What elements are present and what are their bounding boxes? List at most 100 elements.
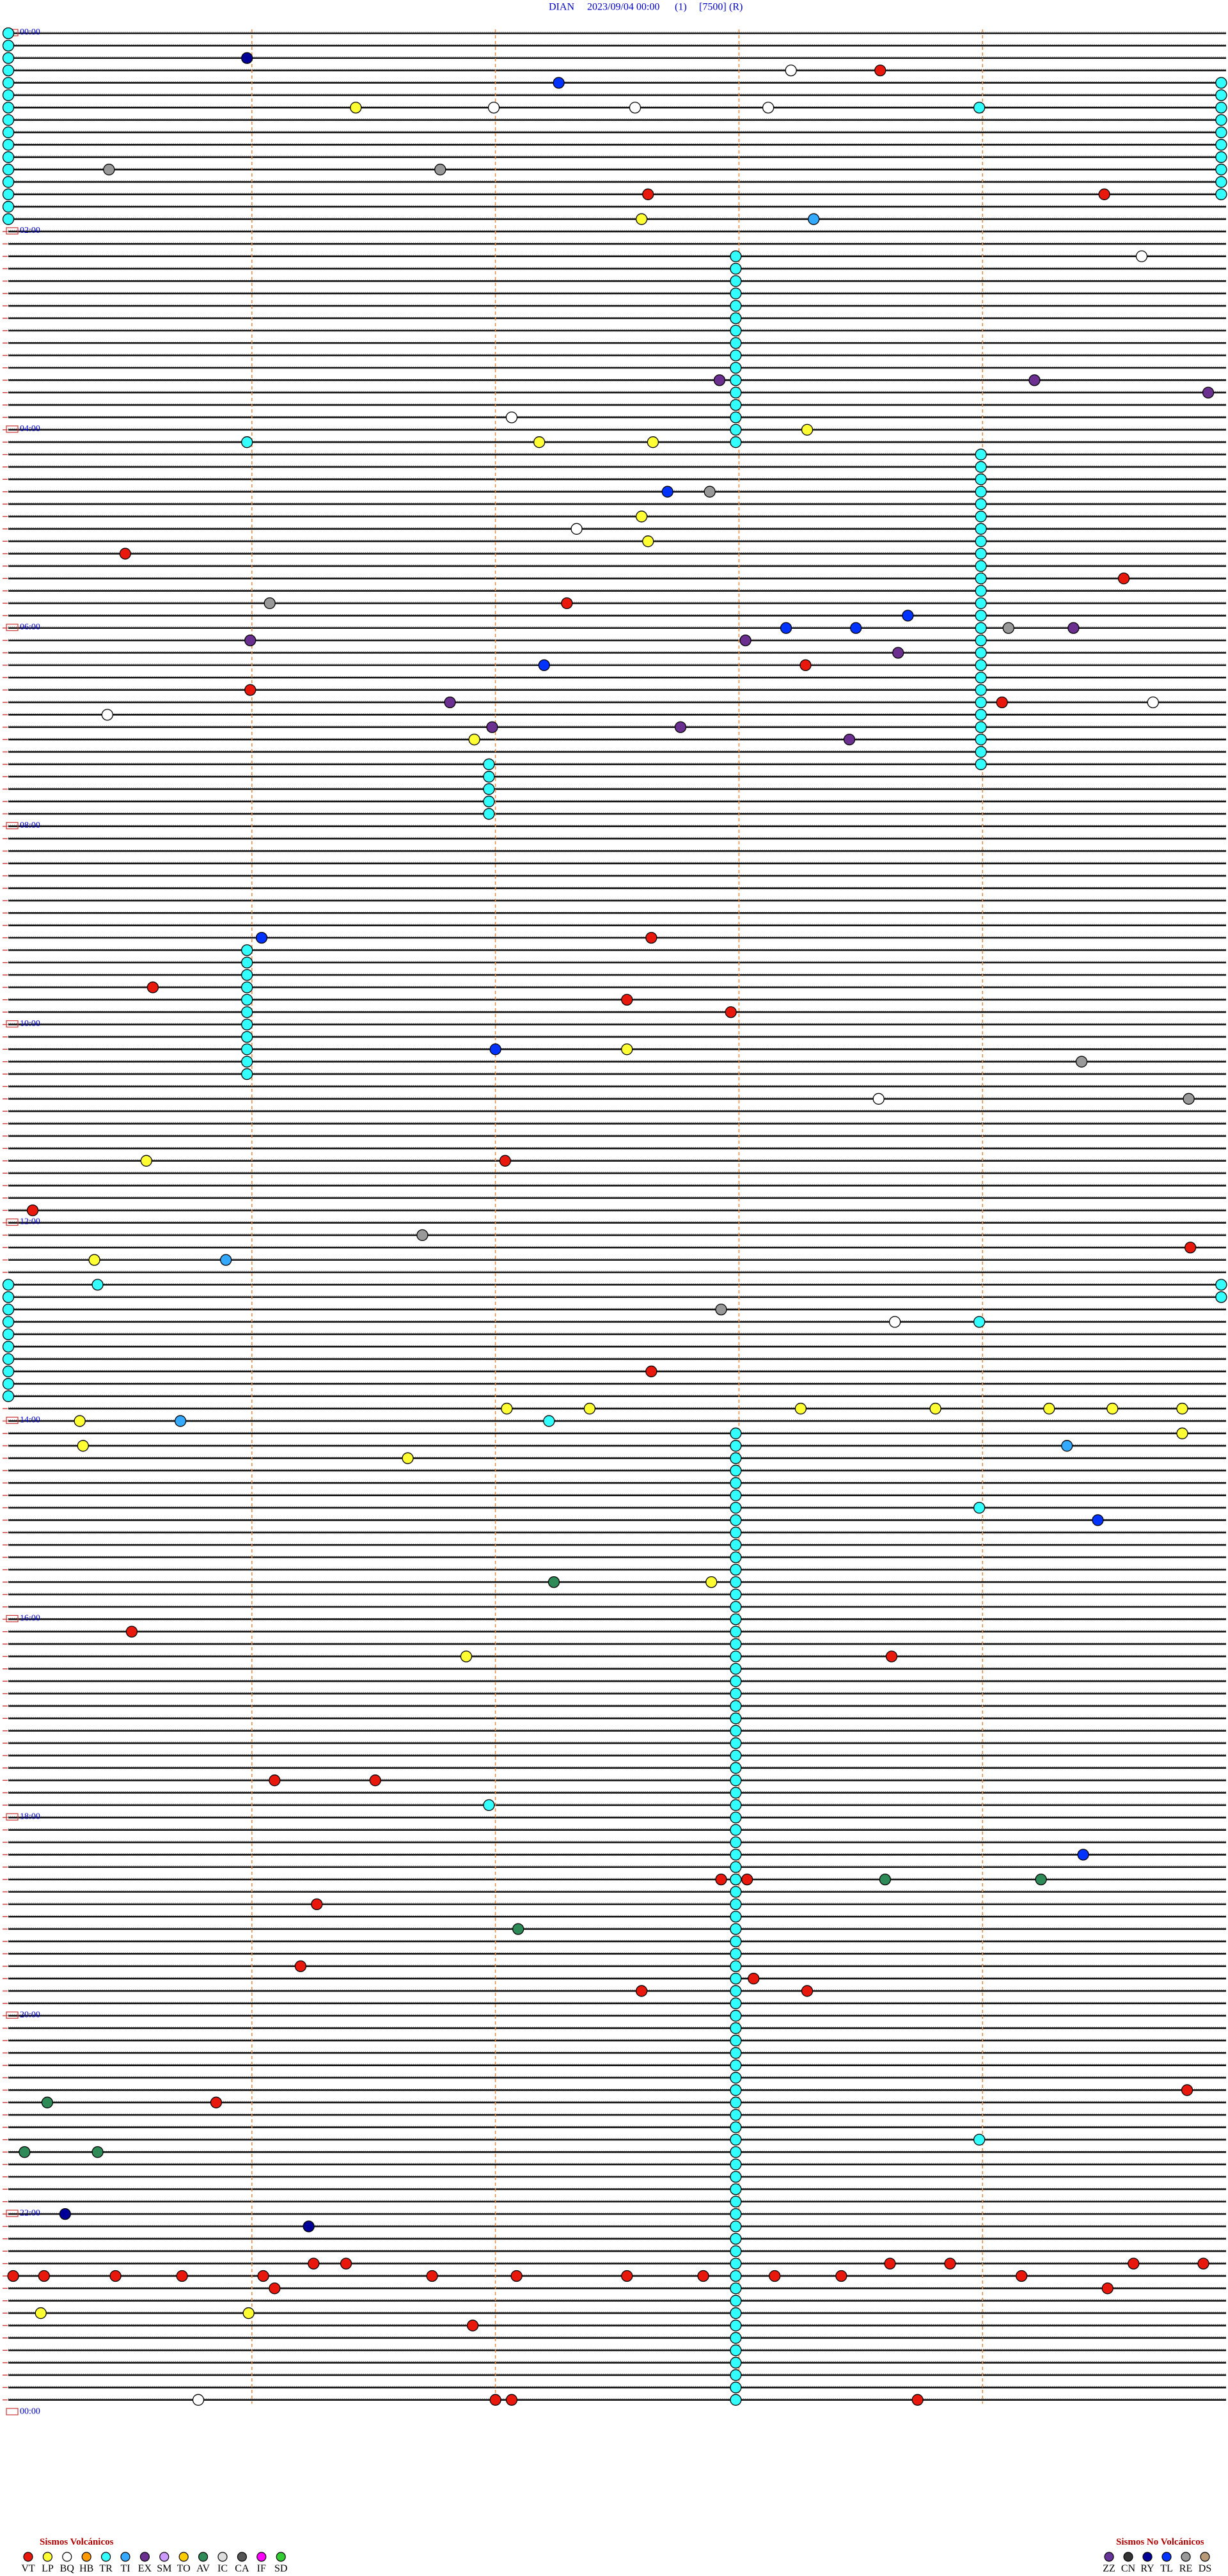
event-marker bbox=[1135, 250, 1148, 262]
event-marker bbox=[538, 659, 550, 672]
event-marker bbox=[799, 659, 812, 672]
event-marker bbox=[975, 659, 987, 672]
hour-box bbox=[6, 2209, 19, 2217]
hour-box bbox=[6, 2011, 19, 2019]
event-marker bbox=[975, 597, 987, 610]
event-marker bbox=[730, 2382, 742, 2394]
event-marker bbox=[1117, 573, 1130, 585]
event-marker bbox=[794, 1402, 807, 1415]
event-marker bbox=[1215, 176, 1227, 188]
event-marker bbox=[697, 2270, 709, 2282]
event-marker bbox=[547, 1576, 560, 1588]
event-marker bbox=[801, 423, 814, 436]
event-marker bbox=[884, 2257, 896, 2270]
event-marker bbox=[2, 40, 15, 52]
event-marker bbox=[975, 486, 987, 498]
event-marker bbox=[730, 2034, 742, 2047]
event-marker bbox=[730, 262, 742, 275]
event-marker bbox=[35, 2307, 47, 2319]
event-marker bbox=[244, 684, 256, 696]
event-marker bbox=[416, 1229, 429, 1242]
event-marker bbox=[264, 597, 276, 610]
event-marker bbox=[269, 2282, 281, 2295]
event-marker bbox=[975, 560, 987, 573]
event-marker bbox=[402, 1452, 414, 1464]
event-marker bbox=[2, 188, 15, 200]
event-marker bbox=[512, 1923, 524, 1935]
event-marker bbox=[1147, 696, 1159, 709]
event-marker bbox=[730, 2232, 742, 2245]
legend-swatch bbox=[1161, 2552, 1172, 2562]
event-marker bbox=[730, 1935, 742, 1948]
event-marker bbox=[730, 1675, 742, 1687]
event-marker bbox=[505, 411, 518, 423]
event-marker bbox=[730, 2010, 742, 2022]
event-marker bbox=[583, 1402, 595, 1415]
event-marker bbox=[483, 795, 495, 808]
event-marker bbox=[483, 1799, 495, 1812]
event-marker bbox=[730, 2146, 742, 2158]
event-marker bbox=[785, 64, 797, 77]
event-marker bbox=[426, 2270, 438, 2282]
event-marker bbox=[975, 610, 987, 622]
legend-swatch bbox=[1200, 2552, 1210, 2562]
event-marker bbox=[730, 2245, 742, 2257]
event-marker bbox=[730, 2394, 742, 2406]
traces bbox=[3, 31, 1226, 2401]
legend-swatch bbox=[178, 2552, 189, 2562]
event-marker bbox=[489, 2394, 501, 2406]
legend-label: SM bbox=[157, 2563, 171, 2574]
event-marker bbox=[730, 1551, 742, 1563]
legend: Sismos Volcánicos Sismos No Volcánicos V… bbox=[21, 2537, 1211, 2574]
event-marker bbox=[973, 2133, 986, 2146]
legend-swatch bbox=[217, 2552, 228, 2562]
event-marker bbox=[103, 163, 115, 176]
event-marker bbox=[2, 201, 15, 213]
event-marker bbox=[1067, 622, 1080, 634]
event-marker bbox=[174, 1415, 187, 1427]
hour-labels: 00:00 02:00 04:00 06:00 08:00 10:00 12:00 14:00… bbox=[6, 28, 40, 2416]
event-marker bbox=[975, 758, 987, 770]
event-marker bbox=[975, 709, 987, 721]
event-marker bbox=[192, 2394, 205, 2406]
event-marker bbox=[973, 1501, 986, 1514]
event-marker bbox=[1183, 1093, 1195, 1105]
event-marker bbox=[730, 1997, 742, 2009]
event-marker bbox=[1215, 114, 1227, 126]
legend-swatch bbox=[198, 2552, 209, 2562]
event-marker bbox=[486, 721, 498, 733]
event-marker bbox=[269, 1774, 281, 1787]
legend-swatch bbox=[256, 2552, 267, 2562]
legend-label: TI bbox=[120, 2563, 130, 2574]
legend-swatch bbox=[159, 2552, 169, 2562]
event-marker bbox=[730, 361, 742, 374]
event-marker bbox=[730, 1563, 742, 1576]
legend-label: TO bbox=[177, 2563, 191, 2574]
event-marker bbox=[730, 1873, 742, 1886]
event-marker bbox=[730, 1700, 742, 1712]
legend-label: SD bbox=[274, 2563, 287, 2574]
event-marker bbox=[879, 1873, 892, 1886]
event-marker bbox=[77, 1440, 89, 1452]
hour-label: 00:00 bbox=[20, 28, 40, 37]
event-marker bbox=[553, 77, 565, 89]
hour-box bbox=[6, 425, 19, 433]
legend-swatch bbox=[1181, 2552, 1191, 2562]
event-marker bbox=[1215, 1291, 1227, 1303]
event-marker bbox=[146, 981, 159, 993]
event-marker bbox=[975, 510, 987, 523]
event-marker bbox=[1061, 1440, 1073, 1452]
event-marker bbox=[26, 1205, 39, 1217]
event-marker bbox=[808, 213, 820, 225]
event-marker bbox=[645, 931, 657, 944]
event-marker bbox=[505, 2394, 518, 2406]
legend-swatch bbox=[1104, 2552, 1114, 2562]
event-marker bbox=[533, 436, 546, 448]
event-marker bbox=[501, 1402, 513, 1415]
event-marker bbox=[1215, 1279, 1227, 1291]
event-marker bbox=[715, 1303, 727, 1316]
event-marker bbox=[489, 1043, 501, 1055]
event-marker bbox=[2, 1365, 15, 1378]
event-marker bbox=[730, 1861, 742, 1873]
event-marker bbox=[241, 436, 253, 448]
